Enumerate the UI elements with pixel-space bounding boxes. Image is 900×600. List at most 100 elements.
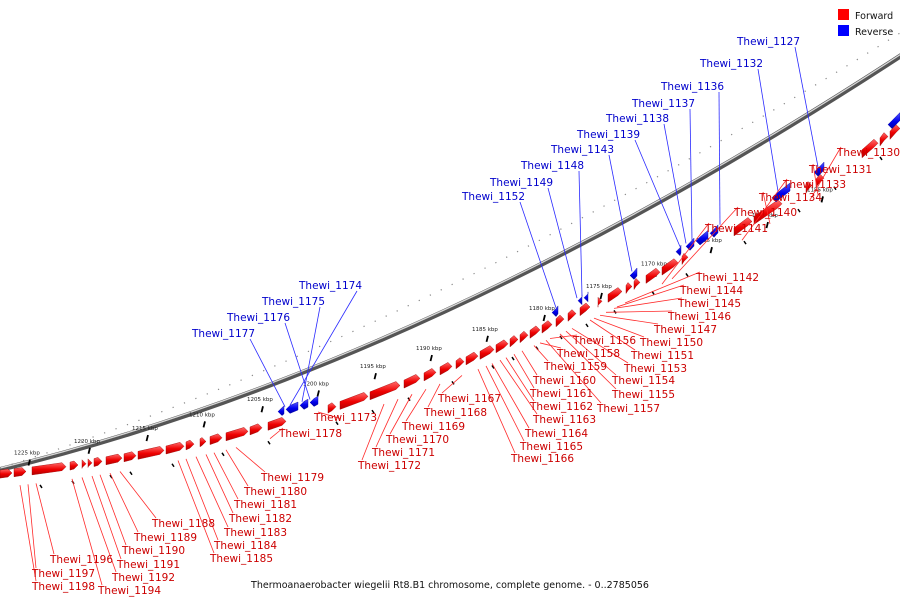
forward-gene-label[interactable]: Thewi_1159: [543, 361, 607, 373]
forward-gene[interactable]: [733, 217, 753, 237]
forward-gene[interactable]: [123, 451, 137, 463]
forward-gene[interactable]: [403, 374, 421, 389]
forward-gene-label[interactable]: Thewi_1165: [519, 441, 583, 453]
forward-gene[interactable]: [879, 132, 889, 147]
forward-gene-label[interactable]: Thewi_1130: [836, 147, 900, 159]
forward-gene[interactable]: [861, 138, 879, 159]
forward-gene-label[interactable]: Thewi_1157: [596, 403, 660, 415]
reverse-gene-label[interactable]: Thewi_1138: [605, 113, 669, 125]
forward-gene-label[interactable]: Thewi_1192: [111, 572, 175, 584]
reverse-gene[interactable]: [709, 224, 719, 238]
reverse-gene[interactable]: [309, 395, 319, 407]
forward-gene-label[interactable]: Thewi_1166: [510, 453, 574, 465]
forward-gene-label[interactable]: Thewi_1131: [808, 164, 872, 176]
forward-gene[interactable]: [495, 339, 509, 354]
forward-gene-label[interactable]: Thewi_1146: [667, 311, 731, 323]
forward-gene-label[interactable]: Thewi_1134: [758, 192, 822, 204]
forward-gene[interactable]: [633, 278, 641, 291]
reverse-gene[interactable]: [583, 291, 589, 303]
forward-gene[interactable]: [519, 330, 529, 344]
forward-gene[interactable]: [209, 433, 223, 445]
forward-gene-label[interactable]: Thewi_1194: [97, 585, 161, 597]
forward-gene[interactable]: [225, 427, 249, 442]
forward-gene[interactable]: [509, 335, 519, 348]
forward-gene[interactable]: [529, 325, 541, 339]
forward-gene[interactable]: [661, 258, 679, 276]
forward-gene-label[interactable]: Thewi_1180: [243, 486, 307, 498]
forward-gene-label[interactable]: Thewi_1179: [260, 472, 324, 484]
forward-gene[interactable]: [645, 267, 661, 284]
forward-gene-label[interactable]: Thewi_1190: [121, 545, 185, 557]
forward-gene-label[interactable]: Thewi_1144: [679, 285, 743, 297]
forward-gene-label[interactable]: Thewi_1169: [401, 421, 465, 433]
reverse-gene[interactable]: [685, 237, 695, 251]
forward-gene[interactable]: [327, 402, 337, 414]
forward-gene[interactable]: [199, 437, 207, 448]
forward-gene-label[interactable]: Thewi_1141: [704, 223, 768, 235]
forward-gene[interactable]: [13, 467, 27, 478]
forward-gene[interactable]: [339, 392, 369, 410]
forward-gene[interactable]: [555, 314, 565, 328]
forward-gene[interactable]: [753, 199, 783, 225]
forward-gene-label[interactable]: Thewi_1151: [630, 350, 694, 362]
forward-gene[interactable]: [439, 362, 453, 376]
reverse-gene[interactable]: [813, 161, 825, 177]
forward-gene-label[interactable]: Thewi_1153: [623, 363, 687, 375]
forward-gene-label[interactable]: Thewi_1160: [532, 375, 596, 387]
forward-gene-label[interactable]: Thewi_1185: [209, 553, 273, 565]
forward-gene-label[interactable]: Thewi_1150: [639, 337, 703, 349]
forward-gene-label[interactable]: Thewi_1145: [677, 298, 741, 310]
forward-gene-label[interactable]: Thewi_1158: [556, 348, 620, 360]
reverse-gene[interactable]: [695, 229, 709, 246]
forward-gene-label[interactable]: Thewi_1184: [213, 540, 277, 552]
forward-gene[interactable]: [185, 439, 195, 451]
reverse-gene-label[interactable]: Thewi_1149: [489, 177, 553, 189]
reverse-gene[interactable]: [771, 182, 791, 203]
forward-gene-label[interactable]: Thewi_1189: [133, 532, 197, 544]
forward-gene-label[interactable]: Thewi_1191: [116, 559, 180, 571]
forward-gene[interactable]: [267, 417, 287, 431]
reverse-gene-label[interactable]: Thewi_1136: [660, 81, 724, 93]
reverse-gene-label[interactable]: Thewi_1127: [736, 36, 800, 48]
forward-gene[interactable]: [597, 296, 603, 308]
forward-gene-label[interactable]: Thewi_1163: [532, 414, 596, 426]
forward-gene[interactable]: [465, 351, 479, 366]
forward-gene[interactable]: [579, 302, 591, 317]
forward-gene-label[interactable]: Thewi_1181: [233, 499, 297, 511]
forward-gene-label[interactable]: Thewi_1164: [524, 428, 588, 440]
reverse-gene[interactable]: [277, 405, 285, 416]
forward-gene[interactable]: [93, 457, 103, 467]
reverse-gene[interactable]: [675, 245, 682, 257]
forward-gene-label[interactable]: Thewi_1147: [653, 324, 717, 336]
forward-gene-label[interactable]: Thewi_1156: [572, 335, 636, 347]
forward-gene[interactable]: [165, 442, 185, 455]
forward-gene[interactable]: [541, 320, 553, 334]
forward-gene-label[interactable]: Thewi_1198: [31, 581, 95, 593]
forward-gene-label[interactable]: Thewi_1154: [611, 375, 675, 387]
forward-gene-label[interactable]: Thewi_1162: [529, 401, 593, 413]
forward-gene[interactable]: [105, 453, 123, 466]
reverse-gene-label[interactable]: Thewi_1176: [226, 312, 290, 324]
forward-gene-label[interactable]: Thewi_1140: [733, 207, 797, 219]
forward-gene-label[interactable]: Thewi_1133: [782, 179, 846, 191]
forward-gene[interactable]: [69, 460, 79, 471]
forward-gene[interactable]: [625, 282, 633, 295]
reverse-gene-label[interactable]: Thewi_1148: [520, 160, 584, 172]
forward-gene[interactable]: [249, 423, 263, 436]
forward-gene[interactable]: [31, 462, 67, 476]
forward-gene-label[interactable]: Thewi_1178: [278, 428, 342, 440]
forward-gene[interactable]: [805, 181, 813, 194]
forward-gene-label[interactable]: Thewi_1188: [151, 518, 215, 530]
forward-gene-label[interactable]: Thewi_1167: [437, 393, 501, 405]
reverse-gene-label[interactable]: Thewi_1152: [461, 191, 525, 203]
reverse-gene-label[interactable]: Thewi_1177: [191, 328, 255, 340]
forward-gene[interactable]: [567, 309, 577, 322]
forward-gene[interactable]: [87, 458, 93, 468]
forward-gene[interactable]: [369, 381, 401, 401]
reverse-gene[interactable]: [887, 112, 900, 129]
forward-gene-label[interactable]: Thewi_1183: [223, 527, 287, 539]
forward-gene-label[interactable]: Thewi_1161: [529, 388, 593, 400]
forward-gene-label[interactable]: Thewi_1172: [357, 460, 421, 472]
forward-gene[interactable]: [81, 459, 87, 469]
forward-gene-label[interactable]: Thewi_1196: [49, 554, 113, 566]
